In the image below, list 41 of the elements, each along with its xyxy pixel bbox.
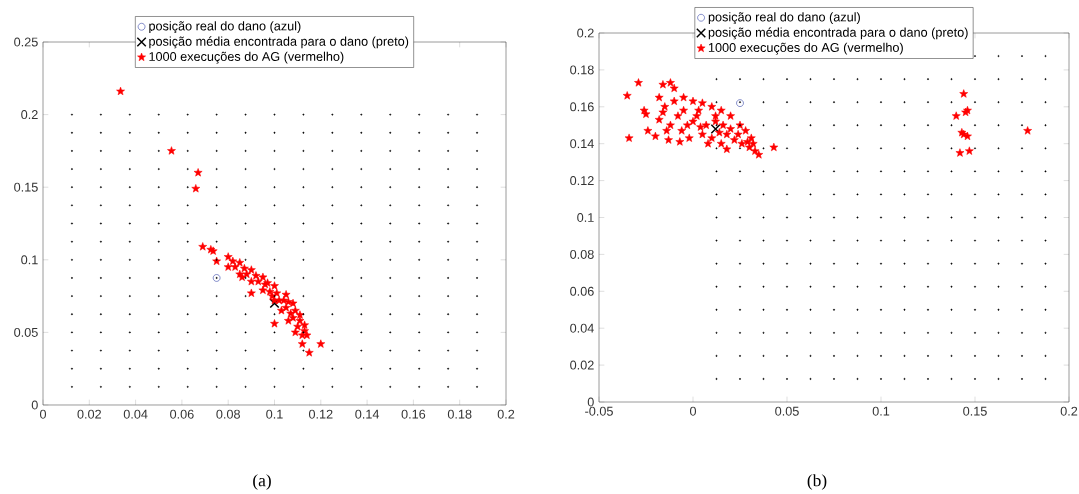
y-tick-label: 0.25 xyxy=(14,37,38,47)
x-tick-label: 0 xyxy=(689,406,697,416)
x-tick-label: 0.1 xyxy=(266,409,283,419)
y-tick-label: 0.18 xyxy=(570,65,594,75)
x-tick-label: 0.2 xyxy=(497,409,515,419)
x-tick-label: -0.05 xyxy=(585,406,613,416)
x-tick-label: 0.15 xyxy=(963,406,987,416)
x-tick-label: 0.16 xyxy=(401,409,426,419)
x-tick-label: 0.08 xyxy=(216,409,240,419)
y-tick-label: 0.08 xyxy=(570,249,594,259)
x-tick-label: 0.12 xyxy=(308,409,333,419)
y-tick-label: 0.14 xyxy=(570,139,594,149)
y-tick-label: 0.05 xyxy=(14,327,38,337)
text: (a) xyxy=(253,474,271,490)
legend-label: posição média encontrada para o dano (preto) xyxy=(149,36,409,49)
x-tick-label: 0.18 xyxy=(447,409,472,419)
y-tick-label: 0.2 xyxy=(577,28,594,38)
x-tick-label: 0.06 xyxy=(170,409,194,419)
y-tick-label: 0.2 xyxy=(21,110,38,120)
legend-label: posição real do dano (azul) xyxy=(708,12,860,25)
legend-label: posição média encontrada para o dano (preto) xyxy=(708,27,968,40)
y-tick-label: 0.12 xyxy=(570,176,594,186)
y-tick-label: 0.15 xyxy=(14,182,38,192)
y-tick-label: 0.16 xyxy=(570,102,594,112)
x-tick-label: 0.1 xyxy=(872,406,890,416)
x-tick-label: 0.05 xyxy=(775,406,799,416)
legend-label: posição real do dano (azul) xyxy=(149,21,301,34)
y-tick-label: 0 xyxy=(587,397,594,407)
text: (b) xyxy=(807,474,827,490)
x-tick-label: 0.02 xyxy=(77,409,101,419)
x-tick-label: 0 xyxy=(39,409,47,419)
y-tick-label: 0.04 xyxy=(570,323,594,333)
legend-label: 1000 execuções do AG (vermelho) xyxy=(708,42,903,55)
y-tick-label: 0.02 xyxy=(570,360,594,370)
y-tick-label: 0.06 xyxy=(570,286,594,296)
y-tick-label: 0.1 xyxy=(577,213,594,222)
legend-label: 1000 execuções do AG (vermelho) xyxy=(149,51,344,64)
x-tick-label: 0.14 xyxy=(355,409,380,419)
x-tick-label: 0.04 xyxy=(123,409,148,419)
y-tick-label: 0.1 xyxy=(21,255,38,265)
x-tick-label: 0.2 xyxy=(1060,406,1078,416)
